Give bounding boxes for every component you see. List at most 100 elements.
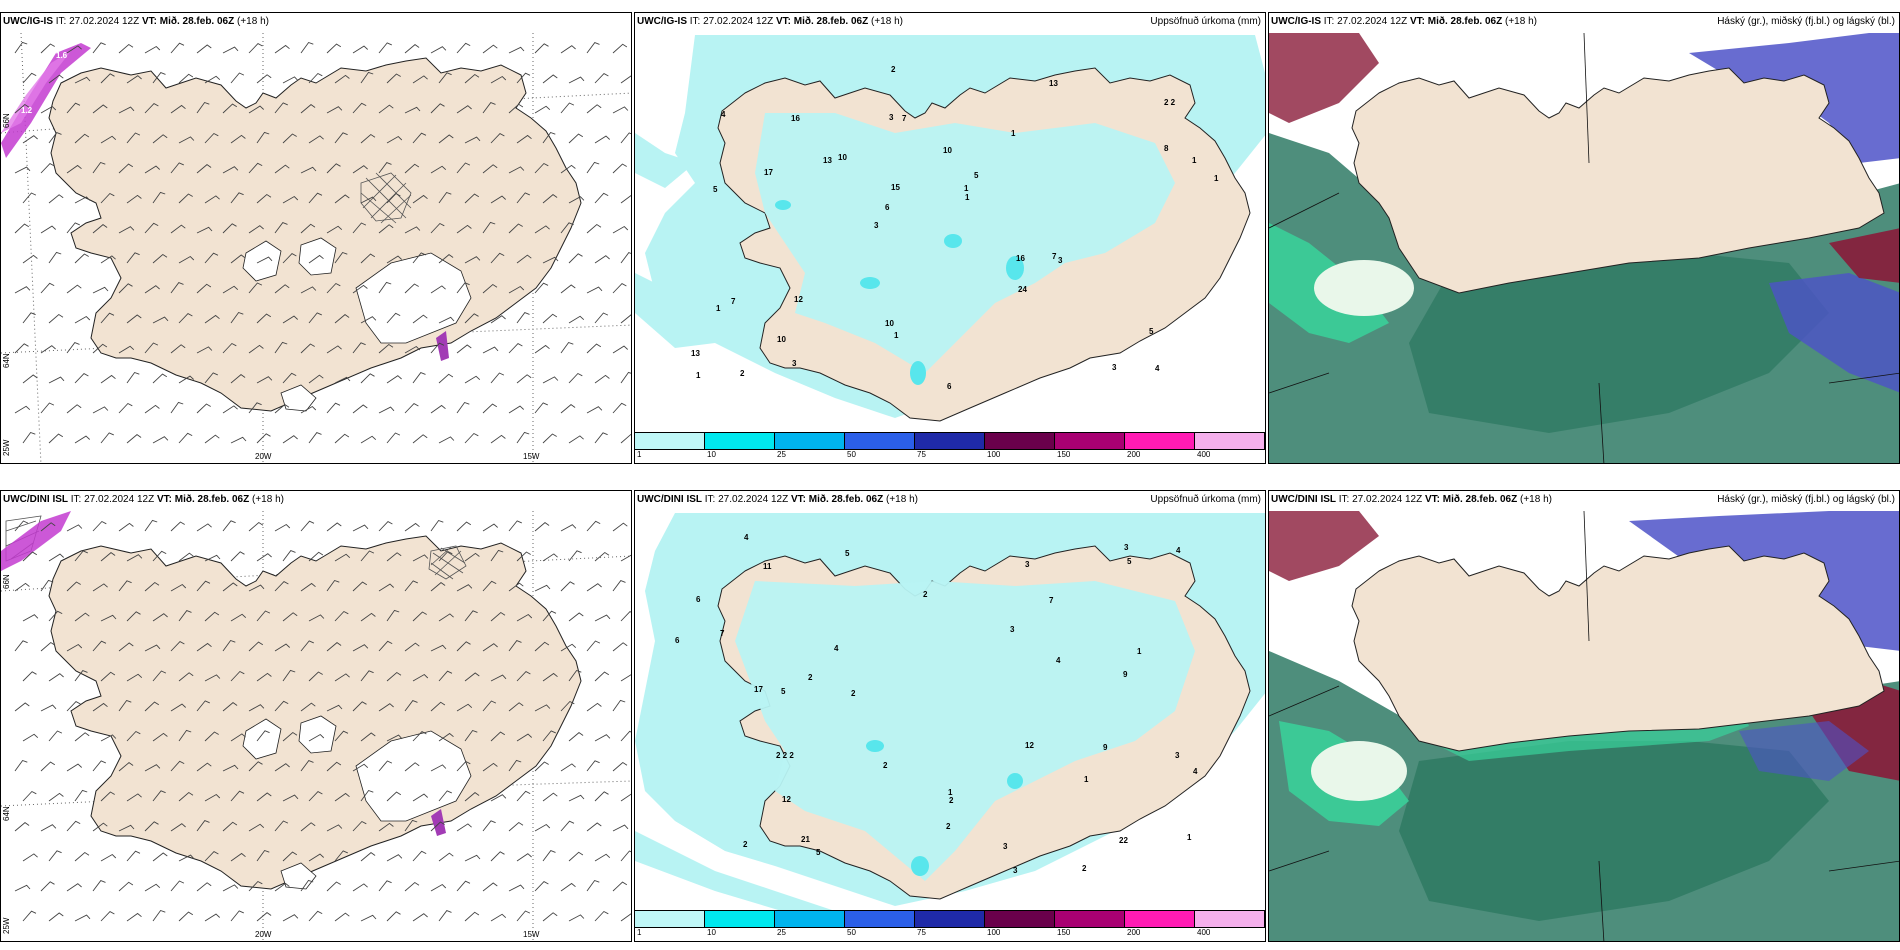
precip-value-label: 5 — [1149, 327, 1154, 336]
colorbar-tick-label: 400 — [1197, 928, 1211, 937]
colorbar-swatch — [1195, 911, 1265, 927]
wind-barb-icon — [230, 134, 246, 144]
wind-barb-icon — [14, 520, 29, 532]
wind-barb-icon — [126, 194, 142, 204]
wind-barb-icon — [248, 704, 265, 712]
precip-value-label: 4 — [1056, 656, 1061, 665]
wind-barb-icon — [92, 702, 108, 712]
wind-barb-icon — [386, 193, 401, 204]
wind-barb-icon — [464, 729, 478, 742]
wind-barb-icon — [144, 45, 161, 54]
wind-barb-icon — [568, 669, 582, 682]
wind-barb-icon — [438, 732, 454, 742]
wind-barb-icon — [100, 255, 116, 264]
precip-value-label: 6 — [696, 595, 701, 604]
wind-barb-icon — [360, 914, 377, 922]
wind-barb-icon — [40, 163, 55, 174]
wind-barb-icon — [22, 853, 38, 862]
wind-barb-icon — [620, 252, 631, 264]
wind-barb-icon — [256, 849, 270, 862]
wind-barb-icon — [74, 315, 91, 324]
model-name: UWC/DINI ISL — [1271, 494, 1336, 505]
wind-barb-icon — [144, 222, 159, 234]
wind-barb-icon — [438, 550, 453, 562]
wind-barb-icon — [204, 252, 219, 264]
wind-barb-icon — [308, 192, 323, 204]
wind-barb-icon — [204, 793, 221, 802]
precip-value-label: 5 — [845, 549, 850, 558]
precip-value-label: 1 — [965, 193, 970, 202]
wind-barb-icon — [178, 193, 193, 204]
wind-barb-icon — [204, 195, 220, 204]
init-time: IT: 27.02.2024 12Z — [1323, 16, 1408, 27]
cloud-map-bottom: UWC/DINI ISL IT: 27.02.2024 12Z VT: Mið.… — [1268, 490, 1900, 942]
wind-barb-icon — [620, 194, 631, 204]
wind-barb-icon — [352, 820, 367, 832]
wind-barb-icon — [586, 583, 602, 592]
wind-barb-icon — [456, 703, 473, 712]
wind-barb-icon — [430, 46, 447, 54]
wind-barb-icon — [22, 135, 38, 144]
wind-barb-icon — [594, 671, 610, 682]
wind-barb-icon — [14, 41, 28, 54]
wind-barb-icon — [378, 760, 393, 772]
wind-barb-icon — [560, 524, 577, 532]
wind-barb-icon — [620, 730, 631, 742]
wind-barb-icon — [300, 822, 316, 832]
wind-barb-icon — [490, 611, 506, 622]
wind-barb-icon — [144, 581, 160, 592]
wind-barb-icon — [326, 579, 340, 592]
wind-barb-icon — [334, 433, 350, 444]
lead-time: (+18 h) — [252, 494, 284, 505]
wind-barb-icon — [464, 136, 481, 144]
wind-barb-icon — [560, 581, 575, 592]
wind-barb-icon — [404, 283, 419, 294]
wind-barb-icon — [456, 42, 471, 54]
wind-barb-icon — [274, 102, 288, 114]
precip-value-label: 2 2 2 — [776, 751, 794, 760]
wind-barb-icon — [126, 730, 141, 742]
wind-barb-icon — [222, 103, 238, 114]
precip-value-label: 3 — [792, 359, 797, 368]
wind-barb-icon — [48, 376, 65, 384]
wind-barb-icon — [282, 76, 299, 84]
wind-barb-icon — [100, 614, 117, 622]
wind-barb-icon — [412, 194, 428, 204]
wind-barb-icon — [430, 404, 446, 414]
wind-barb-icon — [352, 524, 369, 532]
wind-barb-icon — [412, 793, 429, 802]
wind-barb-icon — [412, 132, 427, 144]
wind-barb-icon — [170, 823, 186, 832]
wind-barb-icon — [40, 345, 56, 354]
wind-barb-icon — [334, 850, 348, 862]
wind-barb-icon — [534, 344, 550, 354]
wind-barb-icon — [586, 879, 600, 892]
wind-barb-icon — [170, 521, 185, 532]
wind-barb-icon — [508, 285, 525, 294]
wind-barb-icon — [490, 434, 506, 444]
wind-barb-icon — [360, 316, 377, 324]
cloud-grid — [1269, 32, 1899, 463]
colorbar-tick-label: 1 — [637, 450, 642, 459]
wind-barb-icon — [430, 582, 446, 592]
bright-cell — [1314, 260, 1414, 316]
valid-time: VT: Mið. 28.feb. 06Z — [775, 16, 869, 27]
wind-barb-icon — [352, 404, 368, 414]
wind-barb-icon — [282, 612, 298, 622]
lat-label-25w: 25W — [2, 917, 11, 934]
model-name: UWC/IG-IS — [1271, 16, 1321, 27]
wind-barb-icon — [248, 225, 264, 234]
wind-barb-icon — [620, 554, 631, 562]
wind-barb-icon — [230, 910, 244, 922]
wind-barb-icon — [334, 553, 351, 562]
wind-barb-icon — [586, 702, 602, 712]
precip-value-label: 1 — [1187, 833, 1192, 842]
precip-value-label: 4 — [744, 533, 749, 542]
high-cloud-blue — [1689, 33, 1899, 163]
wind-barb-icon — [248, 402, 262, 414]
wind-barb-icon — [438, 613, 454, 622]
wind-barb-icon — [464, 552, 480, 562]
iceland-outline — [1351, 67, 1885, 294]
wind-barb-icon — [612, 106, 629, 114]
